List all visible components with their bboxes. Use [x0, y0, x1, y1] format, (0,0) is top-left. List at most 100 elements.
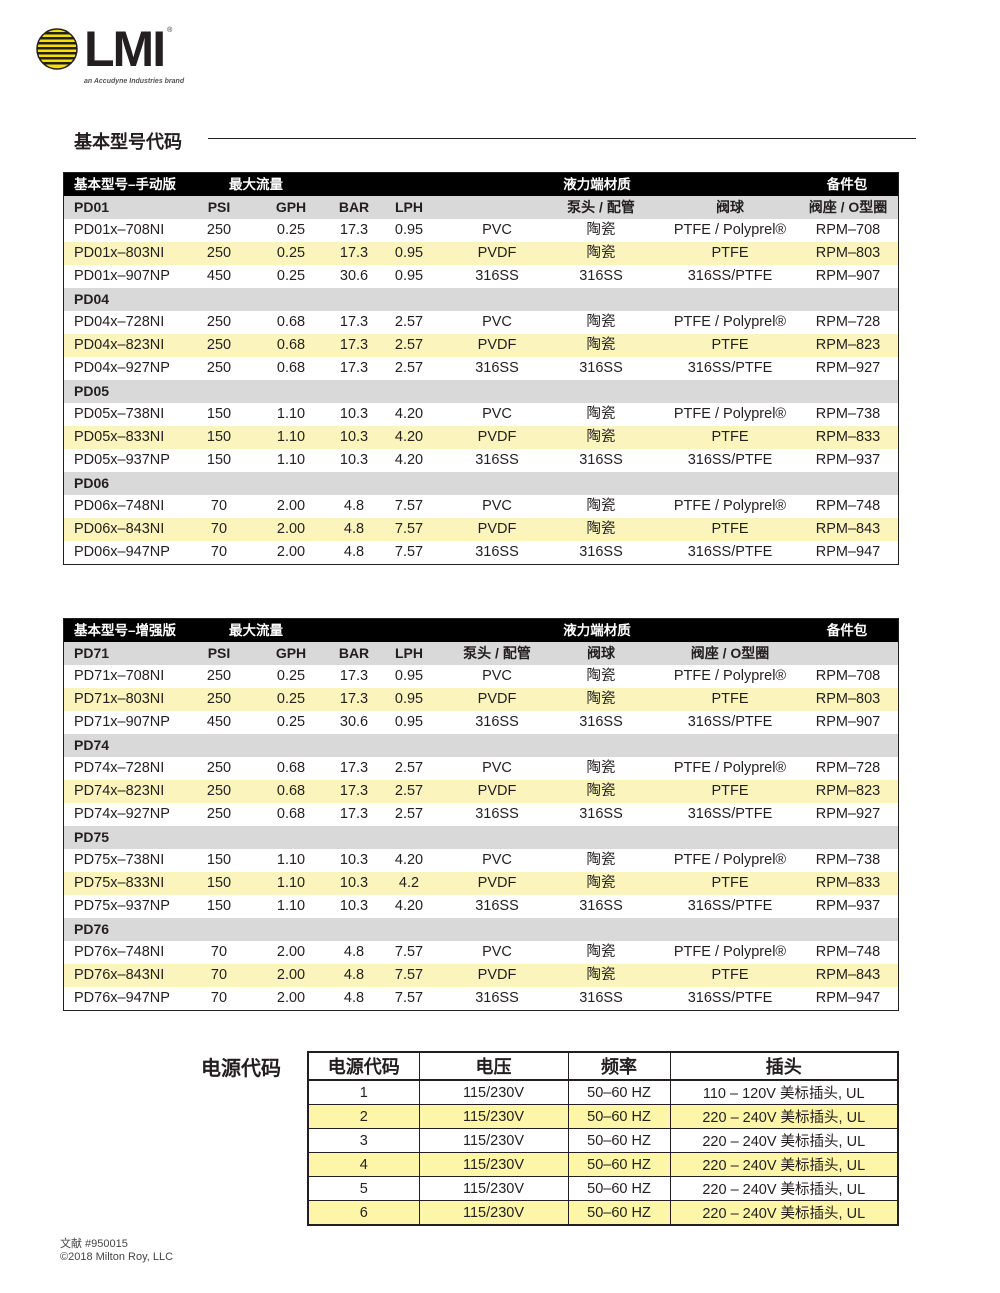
table-row: PD04x–823NI 250 0.68 17.3 2.57 PVDF 陶瓷 PTFE RPM–… [64, 334, 898, 357]
cell: 17.3 [339, 760, 369, 776]
group-header-row: PD06 [64, 472, 898, 495]
cell: 0.25 [276, 245, 306, 261]
cell: 50–60 HZ [567, 1152, 671, 1177]
cell: PD75x–738NI [74, 852, 165, 868]
cell: 316SS [579, 714, 623, 730]
cell: 4.20 [394, 452, 424, 468]
table-row: PD01x–708NI 250 0.25 17.3 0.95 PVC 陶瓷 PTFE / Po… [64, 219, 898, 242]
cell: 4.20 [394, 429, 424, 445]
cell: 4.8 [343, 944, 365, 960]
cell: PD05x–738NI [74, 406, 165, 422]
table-title-row: 基本型号–手动版 最大流量 液力端材质 备件包 [64, 173, 898, 196]
cell: 0.95 [394, 245, 424, 261]
cell: RPM–843 [815, 521, 881, 537]
title-cell: 最大流量 [229, 177, 283, 192]
header-cell: 插头 [669, 1051, 899, 1081]
title-cell: 液力端材质 [563, 623, 631, 638]
table-row: PD75x–937NP 150 1.10 10.3 4.20 316SS 316SS 316S… [64, 895, 898, 918]
cell: 316SS [475, 268, 519, 284]
cell: 陶瓷 [586, 875, 616, 891]
cell: PD74x–927NP [74, 806, 170, 822]
table-row: 4 115/230V 50–60 HZ 220 – 240V 美标插头, UL [307, 1152, 899, 1177]
cell: PD05x–833NI [74, 429, 165, 445]
cell: PTFE / Polyprel® [673, 498, 787, 514]
cell: PVDF [477, 967, 517, 983]
cell: 7.57 [394, 544, 424, 560]
section-title: 基本型号代码 [74, 132, 182, 152]
cell: 1.10 [276, 406, 306, 422]
cell: PVC [482, 944, 512, 960]
header-cell: LPH [395, 645, 423, 661]
cell: 316SS [579, 360, 623, 376]
cell: 115/230V [418, 1104, 569, 1129]
cell: 0.95 [394, 668, 424, 684]
cell: 316SS [579, 452, 623, 468]
cell: 2.00 [276, 498, 306, 514]
cell: 陶瓷 [586, 967, 616, 983]
cell: 0.25 [276, 222, 306, 238]
copyright: ©2018 Milton Roy, LLC [60, 1251, 174, 1263]
cell: PVC [482, 406, 512, 422]
cell: 4.20 [394, 898, 424, 914]
cell: 7.57 [394, 498, 424, 514]
cell: 220 – 240V 美标插头, UL [669, 1176, 899, 1201]
title-cell: 基本型号–增强版 [74, 623, 177, 638]
header-cell: PSI [207, 645, 231, 661]
cell: PD06x–947NP [74, 544, 170, 560]
header-cell: PD71 [74, 645, 110, 661]
cell: 2.00 [276, 521, 306, 537]
cell: 2.00 [276, 990, 306, 1006]
cell: PD06x–843NI [74, 521, 165, 537]
cell: 7.57 [394, 521, 424, 537]
group-header-row: PD05 [64, 380, 898, 403]
cell: 陶瓷 [586, 852, 616, 868]
header-cell: PD74 [74, 737, 110, 753]
cell: PD74x–728NI [74, 760, 165, 776]
cell: PD04x–823NI [74, 337, 165, 353]
cell: 10.3 [339, 852, 369, 868]
lmi-logo-icon [36, 28, 78, 70]
cell: PVDF [477, 429, 517, 445]
table-row: 6 115/230V 50–60 HZ 220 – 240V 美标插头, UL [307, 1200, 899, 1226]
table-row: PD75x–738NI 150 1.10 10.3 4.20 PVC 陶瓷 PTFE / Po… [64, 849, 898, 872]
table-row: PD01x–803NI 250 0.25 17.3 0.95 PVDF 陶瓷 PTFE RPM–… [64, 242, 898, 265]
cell: RPM–907 [815, 268, 881, 284]
cell: 220 – 240V 美标插头, UL [669, 1104, 899, 1129]
cell: RPM–833 [815, 875, 881, 891]
header-cell: 阀座 / O型圈 [690, 645, 770, 661]
table-row: PD04x–927NP 250 0.68 17.3 2.57 316SS 316SS 316S… [64, 357, 898, 380]
cell: 4.2 [398, 875, 420, 891]
cell: PVC [482, 498, 512, 514]
header-cell: PD04 [74, 291, 110, 307]
table-row: PD06x–843NI 70 2.00 4.8 7.57 PVDF 陶瓷 PTFE RPM–84… [64, 518, 898, 541]
table-row: PD74x–927NP 250 0.68 17.3 2.57 316SS 316SS 316S… [64, 803, 898, 826]
cell: 0.68 [276, 337, 306, 353]
cell: 0.68 [276, 760, 306, 776]
table-row: PD76x–748NI 70 2.00 4.8 7.57 PVC 陶瓷 PTFE / Poly… [64, 941, 898, 964]
header-cell: BAR [338, 199, 370, 215]
header-cell: 阀座 / O型圈 [808, 199, 888, 215]
cell: 0.25 [276, 714, 306, 730]
cell: 陶瓷 [586, 498, 616, 514]
cell: RPM–947 [815, 990, 881, 1006]
title-cell: 液力端材质 [563, 177, 631, 192]
cell: 115/230V [418, 1128, 569, 1153]
cell: RPM–728 [815, 314, 881, 330]
cell: 17.3 [339, 360, 369, 376]
cell: PTFE [711, 691, 749, 707]
cell: 50–60 HZ [567, 1079, 671, 1105]
cell: 0.68 [276, 314, 306, 330]
table-row: PD71x–708NI 250 0.25 17.3 0.95 PVC 陶瓷 PTFE / Po… [64, 665, 898, 688]
cell: PVDF [477, 245, 517, 261]
cell: 316SS [475, 714, 519, 730]
cell: PD71x–907NP [74, 714, 170, 730]
header-cell: GPH [275, 645, 307, 661]
cell: 3 [307, 1128, 420, 1153]
cell: 17.3 [339, 668, 369, 684]
cell: 316SS [475, 806, 519, 822]
cell: RPM–738 [815, 406, 881, 422]
cell: PD75x–937NP [74, 898, 170, 914]
power-code-title: 电源代码 [201, 1058, 281, 1080]
cell: 1.10 [276, 852, 306, 868]
cell: PTFE [711, 337, 749, 353]
